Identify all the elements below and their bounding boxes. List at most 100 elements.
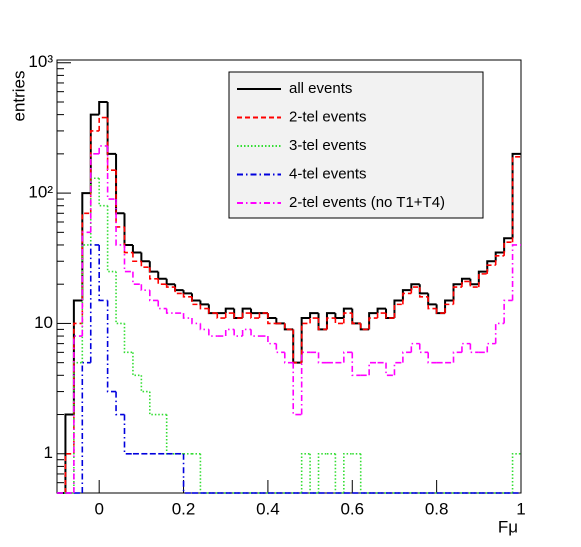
legend-box — [228, 71, 484, 219]
legend-label: 3-tel events — [289, 137, 367, 154]
histogram-step — [283, 323, 294, 331]
histogram-step — [275, 318, 285, 325]
histogram-step — [300, 322, 311, 363]
histogram-step — [385, 362, 395, 377]
histogram-step — [64, 452, 74, 493]
histogram-step — [123, 213, 133, 246]
histogram-step — [216, 313, 226, 319]
histogram-step — [326, 317, 336, 330]
histogram-step — [140, 252, 150, 263]
legend-label: all events — [289, 80, 352, 97]
histogram-step — [182, 293, 192, 298]
histogram-step — [115, 391, 125, 416]
histogram-step — [461, 342, 471, 353]
histogram-step — [317, 452, 327, 493]
histogram-step — [309, 453, 319, 494]
histogram-step — [207, 304, 218, 315]
histogram-step — [452, 286, 462, 305]
histogram-step — [106, 145, 117, 200]
histogram-step — [89, 113, 100, 194]
histogram-step — [283, 352, 294, 364]
histogram-step — [98, 178, 108, 207]
x-tick-label: 0 — [94, 499, 103, 518]
histogram-step — [224, 307, 235, 314]
histogram-step — [106, 205, 117, 273]
histogram-step — [393, 303, 403, 319]
histogram-step — [325, 312, 336, 330]
histogram-step — [503, 241, 513, 256]
histogram-step — [165, 414, 176, 455]
histogram-step — [309, 312, 319, 319]
y-tick-label: 10² — [28, 183, 53, 202]
histogram-step — [123, 414, 133, 455]
histogram-step — [300, 317, 311, 363]
histogram-step — [157, 278, 167, 285]
histogram-step — [98, 244, 108, 302]
legend-label: 2-tel events (no T1+T4) — [289, 194, 445, 211]
histogram-step — [385, 313, 395, 319]
histogram-step — [241, 328, 252, 337]
legend-label: 2-tel events — [289, 108, 367, 125]
histogram-step — [233, 313, 243, 319]
histogram-step — [182, 453, 192, 494]
histogram-step — [402, 351, 412, 363]
histogram-step — [89, 153, 100, 233]
histogram-step — [351, 352, 361, 377]
histogram-step — [435, 304, 446, 315]
histogram-step — [174, 284, 184, 292]
histogram-step — [469, 278, 479, 286]
histogram-step — [191, 296, 201, 306]
histogram-step — [275, 343, 285, 354]
histogram-step — [199, 453, 209, 494]
histogram-step — [503, 237, 513, 253]
histogram-step — [148, 261, 159, 273]
histogram-step — [503, 299, 513, 324]
histogram-step — [233, 329, 243, 337]
histogram-step — [199, 304, 209, 310]
histogram-step — [376, 312, 387, 319]
histogram-step — [452, 351, 462, 363]
histogram-step — [402, 292, 412, 305]
histogram-step — [494, 251, 505, 262]
histogram-step — [149, 290, 159, 302]
histogram-step — [233, 308, 243, 320]
histogram-step — [343, 452, 353, 493]
y-tick-label: 10³ — [28, 52, 53, 71]
histogram-step — [115, 170, 125, 228]
x-tick-label: 0.4 — [256, 499, 280, 518]
histogram-step — [149, 391, 159, 416]
histogram-step — [174, 287, 184, 295]
histogram-step — [199, 300, 209, 306]
histogram-step — [98, 116, 108, 131]
x-axis-label: Fμ — [498, 517, 518, 536]
histogram-step — [401, 289, 412, 301]
histogram-step — [140, 375, 150, 393]
histogram-step — [267, 313, 277, 325]
histogram-step — [182, 313, 192, 319]
histogram-step — [359, 323, 370, 331]
histogram-step — [165, 308, 176, 314]
histogram-step — [191, 318, 201, 325]
histogram-step — [89, 244, 100, 363]
histogram-step — [283, 323, 294, 331]
histogram-step — [115, 271, 125, 325]
histogram-step — [511, 152, 521, 239]
histogram-step — [418, 287, 429, 298]
histogram-step — [182, 290, 192, 295]
histogram-step — [131, 244, 142, 254]
histogram-step — [334, 313, 344, 320]
histogram-step — [368, 312, 378, 330]
histogram-step — [73, 322, 83, 454]
histogram-step — [418, 343, 429, 354]
histogram-step — [157, 271, 167, 280]
legend: all events 2-tel events 3-tel events 4-tel … — [228, 71, 484, 219]
histogram-step — [149, 267, 159, 280]
histogram-step — [241, 312, 252, 319]
y-tick-label: 10 — [34, 313, 53, 332]
histogram-step — [190, 293, 201, 302]
histogram-step — [385, 308, 395, 320]
histogram-step — [132, 352, 142, 377]
histogram-step — [477, 270, 488, 285]
histogram-step — [81, 231, 91, 337]
histogram-step — [511, 244, 521, 301]
